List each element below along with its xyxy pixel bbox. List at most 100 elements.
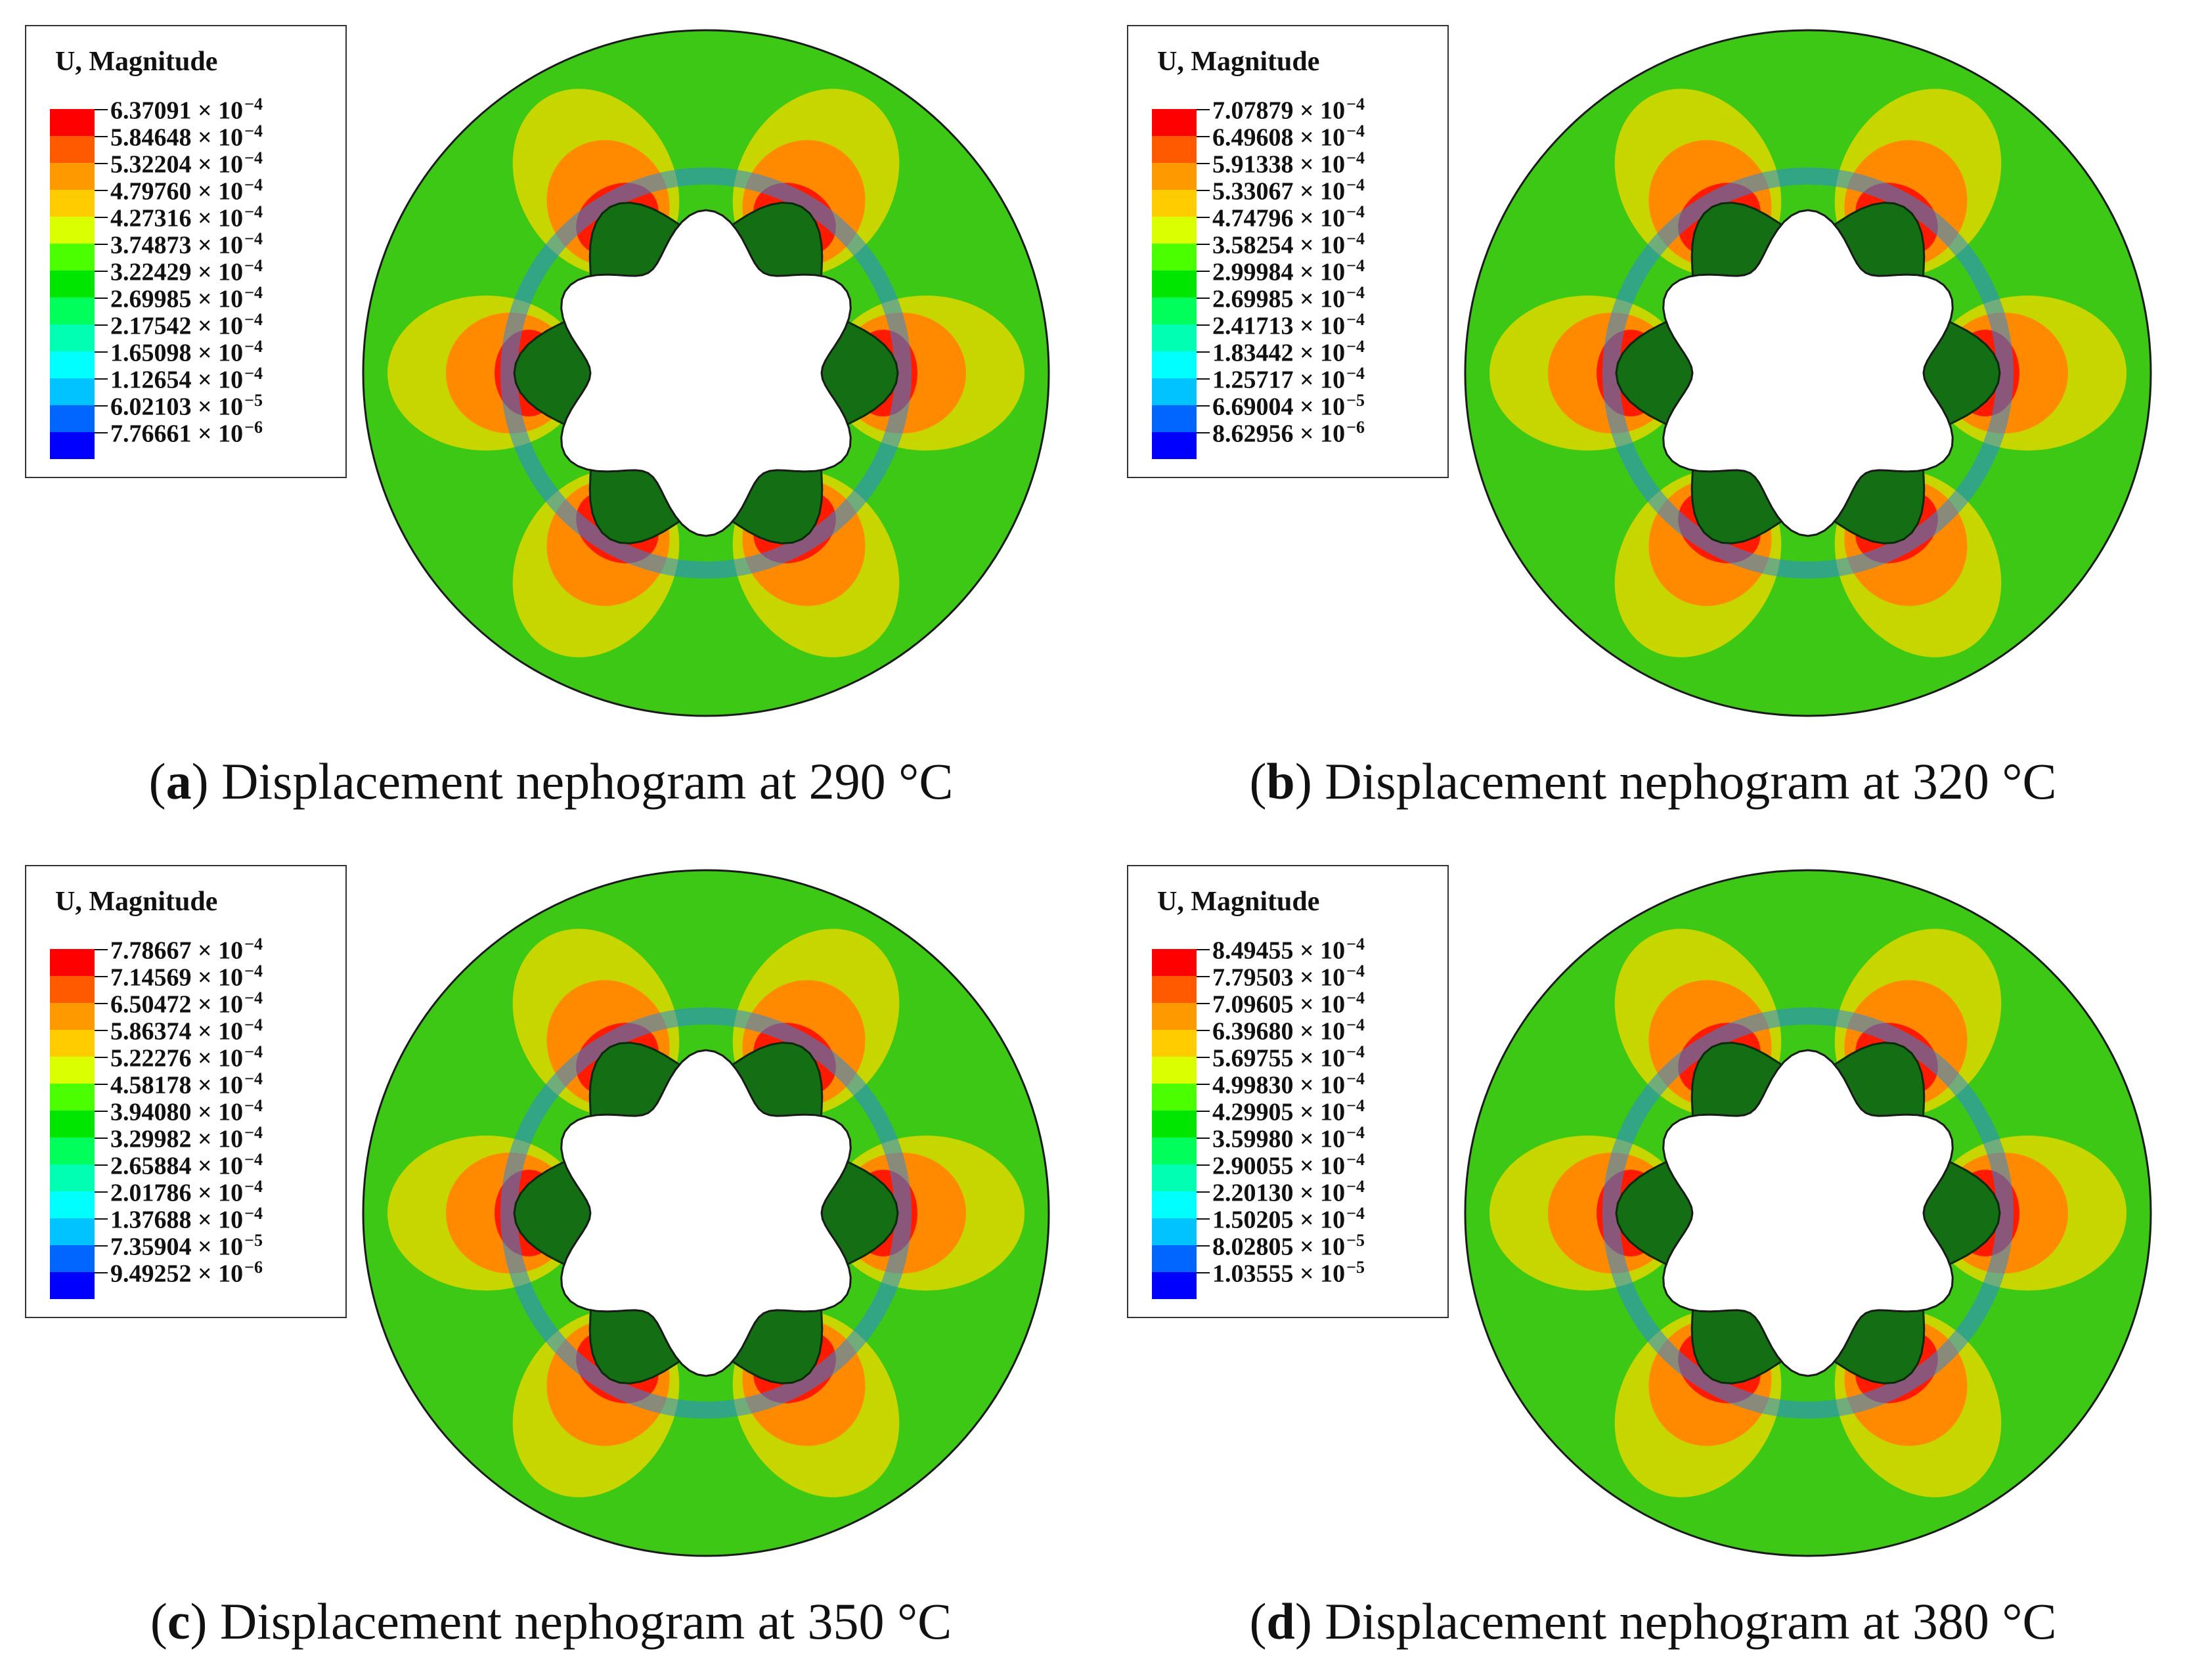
legend-swatch <box>50 405 95 432</box>
legend-row: 6.39680 × 10−4 <box>1152 1015 1441 1057</box>
legend-tick <box>95 1111 108 1112</box>
legend-swatch <box>50 1245 95 1272</box>
legend-tick <box>95 109 108 110</box>
legend-tick <box>1197 271 1210 272</box>
legend-swatch <box>1152 1164 1197 1191</box>
legend-swatch <box>1152 378 1197 405</box>
legend-row: 5.86374 × 10−4 <box>50 1015 339 1057</box>
legend-row: 6.49608 × 10−4 <box>1152 122 1441 163</box>
legend-value: 1.12654 × 10−4 <box>110 364 263 394</box>
legend-swatch <box>1152 1057 1197 1084</box>
legend-swatch <box>1152 949 1197 976</box>
legend-row: 5.69755 × 10−4 <box>1152 1042 1441 1084</box>
legend-row: 4.99830 × 10−4 <box>1152 1069 1441 1111</box>
legend-row: 8.49455 × 10−4 <box>1152 935 1441 976</box>
legend-tick <box>1197 109 1210 110</box>
legend-row: 8.62956 × 10−6 <box>1152 418 1441 459</box>
legend-swatch <box>50 1084 95 1111</box>
legend-value: 7.76661 × 10−6 <box>110 418 263 448</box>
caption-text: Displacement nephogram at 350 °C <box>219 1593 952 1650</box>
legend-value: 2.65884 × 10−4 <box>110 1150 263 1180</box>
legend-swatch <box>50 1218 95 1245</box>
legend-swatch <box>1152 351 1197 378</box>
legend-value: 6.49608 × 10−4 <box>1212 122 1365 152</box>
legend-value: 2.99984 × 10−4 <box>1212 256 1365 286</box>
legend-tick <box>1197 1191 1210 1193</box>
legend-value: 2.17542 × 10−4 <box>110 310 263 340</box>
legend-row: 5.84648 × 10−4 <box>50 122 339 163</box>
transition-band <box>1602 1007 2014 1419</box>
legend-swatch <box>50 1191 95 1218</box>
legend-swatch <box>1152 1084 1197 1111</box>
legend-value: 2.90055 × 10−4 <box>1212 1150 1365 1180</box>
legend-value: 5.22276 × 10−4 <box>110 1042 263 1072</box>
legend-row: 6.37091 × 10−4 <box>50 95 339 136</box>
legend-row: 5.32204 × 10−4 <box>50 148 339 190</box>
displacement-contour-plot <box>362 869 1050 1557</box>
legend-value: 7.35904 × 10−5 <box>110 1231 263 1261</box>
legend-swatch <box>50 1272 95 1299</box>
legend-row: 3.59980 × 10−4 <box>1152 1123 1441 1164</box>
legend-tick <box>95 217 108 218</box>
legend-scale: 7.07879 × 10−4 6.49608 × 10−4 5.91338 × 10… <box>1152 95 1441 459</box>
legend-row: 3.58254 × 10−4 <box>1152 229 1441 271</box>
legend-swatch <box>1152 271 1197 298</box>
legend-tick <box>1197 405 1210 407</box>
legend-tick <box>95 190 108 191</box>
legend-swatch <box>1152 1245 1197 1272</box>
legend-swatch <box>50 136 95 163</box>
legend-tick <box>1197 1084 1210 1085</box>
figure-caption: (a) Displacement nephogram at 290 °C <box>148 753 954 810</box>
legend-tick <box>1197 1218 1210 1220</box>
legend-tick <box>95 949 108 950</box>
legend-tick <box>95 351 108 353</box>
legend-tick <box>95 1164 108 1166</box>
legend-row: 5.91338 × 10−4 <box>1152 148 1441 190</box>
legend-tick <box>1197 378 1210 380</box>
panel-c: U, Magnitude 7.78667 × 10−4 7.14569 × 10−… <box>0 840 1102 1680</box>
legend-tick <box>1197 163 1210 164</box>
legend-tick <box>1197 1030 1210 1031</box>
legend-tick <box>1197 351 1210 353</box>
figure-caption: (c) Displacement nephogram at 350 °C <box>150 1593 952 1650</box>
legend-value: 9.49252 × 10−6 <box>110 1258 263 1288</box>
legend-tick <box>1197 217 1210 218</box>
legend-value: 8.62956 × 10−6 <box>1212 418 1365 448</box>
legend-swatch <box>50 976 95 1003</box>
legend-swatch <box>1152 976 1197 1003</box>
caption-letter: b <box>1266 753 1295 810</box>
legend-value: 3.74873 × 10−4 <box>110 229 263 259</box>
legend-row: 3.22429 × 10−4 <box>50 256 339 298</box>
legend-tick <box>1197 136 1210 137</box>
legend-tick <box>1197 432 1210 433</box>
legend-value: 1.03555 × 10−5 <box>1212 1258 1365 1288</box>
legend-tick <box>95 432 108 433</box>
legend-tick <box>1197 949 1210 950</box>
legend-value: 5.32204 × 10−4 <box>110 148 263 179</box>
legend-value: 4.58178 × 10−4 <box>110 1069 263 1099</box>
legend-tick <box>1197 324 1210 326</box>
legend-swatch <box>1152 109 1197 136</box>
legend-value: 7.78667 × 10−4 <box>110 935 263 965</box>
legend-value: 2.69985 × 10−4 <box>1212 283 1365 313</box>
legend-value: 6.39680 × 10−4 <box>1212 1015 1365 1046</box>
legend-value: 7.14569 × 10−4 <box>110 962 263 992</box>
legend-row: 1.83442 × 10−4 <box>1152 337 1441 378</box>
legend-value: 4.79760 × 10−4 <box>110 175 263 206</box>
displacement-contour-plot <box>1464 869 2152 1557</box>
legend-swatch <box>50 1030 95 1057</box>
transition-band <box>500 167 912 579</box>
legend-row: 7.35904 × 10−5 <box>50 1231 339 1272</box>
legend-value: 4.74796 × 10−4 <box>1212 202 1365 232</box>
transition-band <box>1602 167 2014 579</box>
legend-swatch <box>1152 136 1197 163</box>
panel-b: U, Magnitude 7.07879 × 10−4 6.49608 × 10−… <box>1102 0 2204 840</box>
legend-swatch <box>50 324 95 351</box>
displacement-contour-plot <box>362 29 1050 717</box>
legend-tick <box>95 405 108 407</box>
legend-value: 7.09605 × 10−4 <box>1212 988 1365 1019</box>
legend-swatch <box>50 1057 95 1084</box>
legend-swatch <box>1152 1218 1197 1245</box>
legend-row: 8.02805 × 10−5 <box>1152 1231 1441 1272</box>
legend-tick <box>95 1003 108 1004</box>
